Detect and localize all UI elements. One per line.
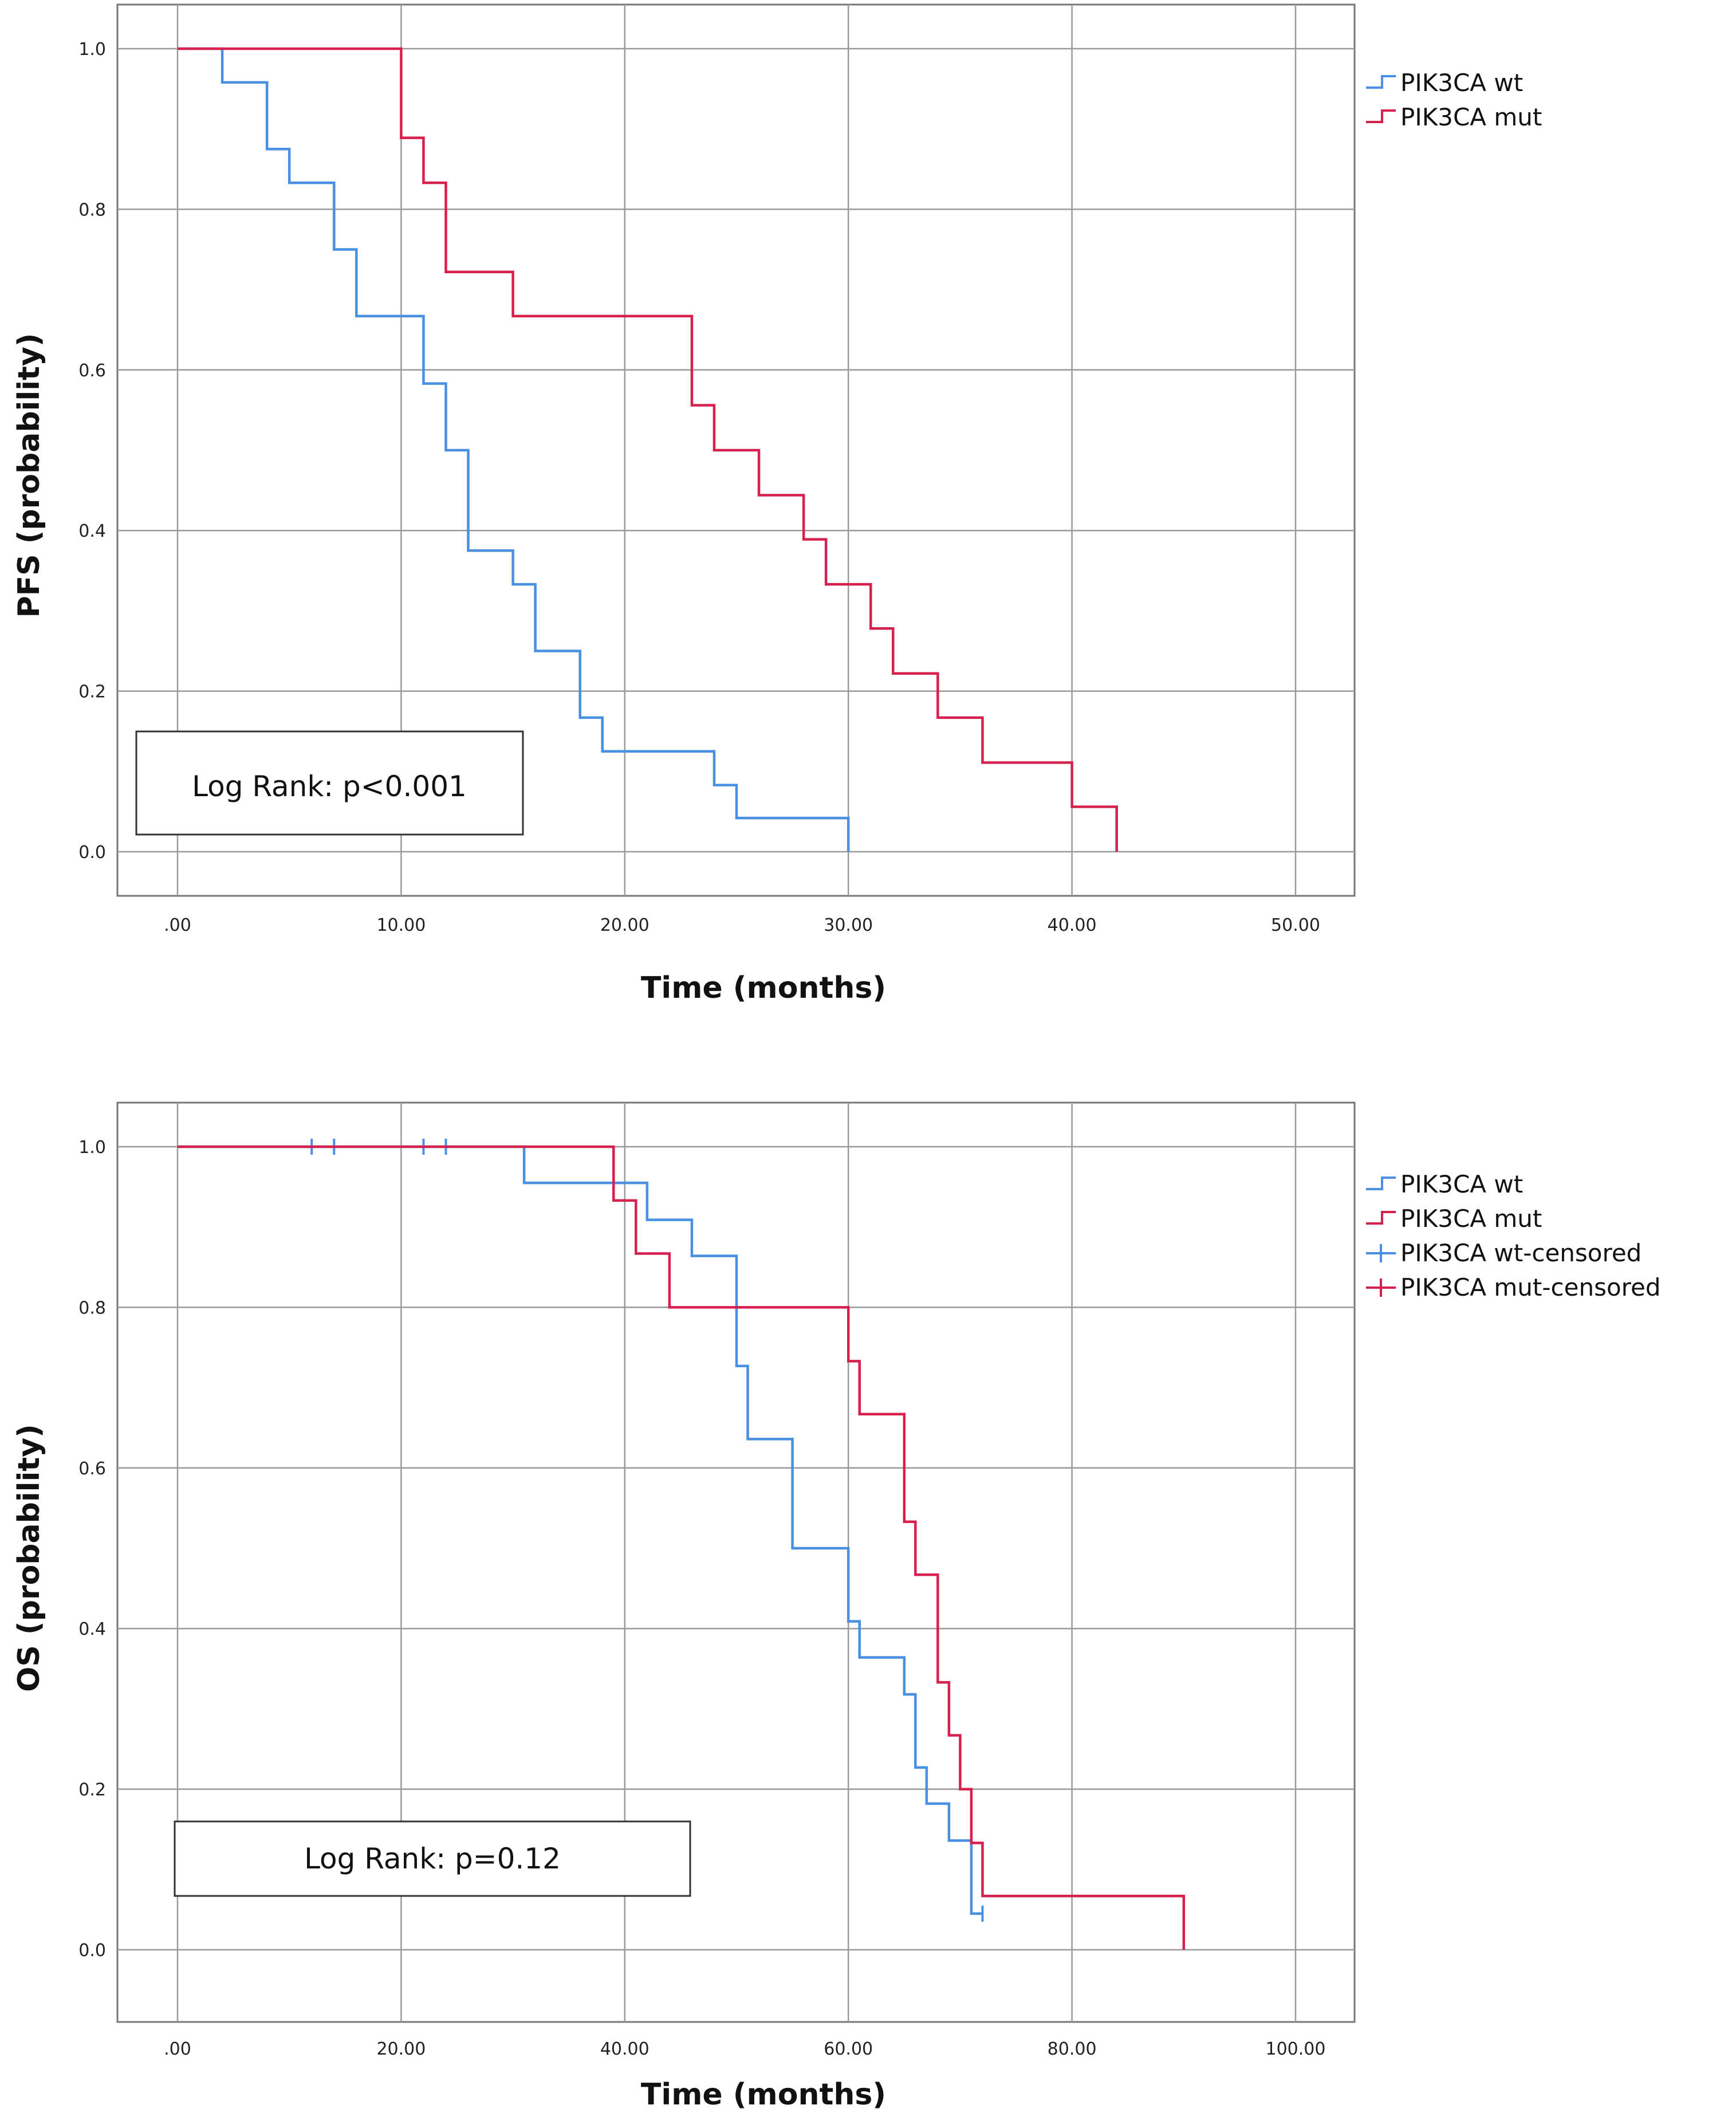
pfs-logrank-box bbox=[135, 730, 524, 836]
os-logrank-text: Log Rank: p=0.12 bbox=[304, 1842, 561, 1875]
pfs-legend-swatch bbox=[1366, 109, 1396, 123]
os-y-tick-label: 0.2 bbox=[78, 1780, 106, 1800]
os-curve-mut bbox=[178, 1145, 1186, 1950]
os-legend-item: PIK3CA mut-censored bbox=[1366, 1273, 1661, 1301]
pfs-legend: PIK3CA wt PIK3CA mut bbox=[1366, 69, 1542, 131]
pfs-legend-label: PIK3CA mut bbox=[1400, 103, 1542, 131]
pfs-tick-labels: .00 10.00 20.00 30.00 40.00 50.00 0.0 0.2 0.4 0.6… bbox=[78, 40, 1320, 935]
pfs-x-tick-label: 40.00 bbox=[1048, 915, 1097, 935]
pfs-legend-label: PIK3CA wt bbox=[1400, 69, 1523, 97]
os-series bbox=[178, 1139, 1186, 1950]
pfs-x-tick-label: 30.00 bbox=[824, 915, 873, 935]
pfs-y-tick-label: 0.8 bbox=[78, 200, 106, 220]
os-logrank-box bbox=[174, 1820, 691, 1897]
os-chart-panel: .00 20.00 40.00 60.00 80.00 100.00 0.0 0.2 0.4 0.… bbox=[12, 1101, 1661, 2109]
os-legend: PIK3CA wt PIK3CA mut PIK3CA wt-censored PIK… bbox=[1366, 1170, 1661, 1301]
os-x-tick-label: 100.00 bbox=[1266, 2039, 1326, 2059]
pfs-curve-mut bbox=[178, 47, 1118, 852]
pfs-legend-swatch bbox=[1366, 75, 1396, 89]
pfs-y-tick-label: 1.0 bbox=[78, 40, 106, 60]
os-y-tick-label: 0.8 bbox=[78, 1298, 106, 1318]
pfs-logrank-text: Log Rank: p<0.001 bbox=[192, 770, 467, 803]
os-legend-label: PIK3CA mut bbox=[1400, 1205, 1542, 1233]
os-x-tick-label: 80.00 bbox=[1048, 2039, 1097, 2059]
pfs-series bbox=[178, 47, 1118, 852]
pfs-y-axis-title: PFS (probability) bbox=[12, 333, 46, 617]
os-legend-item: PIK3CA wt-censored bbox=[1366, 1239, 1641, 1267]
os-legend-item: PIK3CA mut bbox=[1366, 1205, 1542, 1233]
pfs-legend-item: PIK3CA mut bbox=[1366, 103, 1542, 131]
os-x-tick-label: .00 bbox=[164, 2039, 191, 2059]
os-y-tick-label: 0.0 bbox=[78, 1941, 106, 1961]
pfs-x-tick-label: 10.00 bbox=[376, 915, 426, 935]
os-y-axis-title: OS (probability) bbox=[12, 1424, 46, 1692]
pfs-legend-item: PIK3CA wt bbox=[1366, 69, 1523, 97]
os-tick-labels: .00 20.00 40.00 60.00 80.00 100.00 0.0 0.2 0.4 0.… bbox=[78, 1138, 1325, 2059]
os-x-axis-title: Time (months) bbox=[641, 2077, 886, 2109]
os-curve-wt bbox=[178, 1145, 983, 1915]
pfs-x-tick-label: 20.00 bbox=[600, 915, 649, 935]
os-legend-label: PIK3CA wt bbox=[1400, 1170, 1523, 1198]
os-plot-frame bbox=[116, 1101, 1356, 2023]
os-legend-swatch bbox=[1366, 1177, 1396, 1190]
pfs-chart-panel: .00 10.00 20.00 30.00 40.00 50.00 0.0 0.2 0.4 0.6… bbox=[12, 3, 1542, 1005]
pfs-plot-frame bbox=[116, 3, 1356, 897]
os-x-tick-label: 20.00 bbox=[376, 2039, 426, 2059]
pfs-x-axis-title: Time (months) bbox=[641, 971, 886, 1005]
pfs-x-tick-label: .00 bbox=[164, 915, 191, 935]
pfs-y-tick-label: 0.2 bbox=[78, 682, 106, 702]
os-legend-swatch bbox=[1366, 1211, 1396, 1225]
os-y-tick-label: 0.6 bbox=[78, 1459, 106, 1479]
pfs-x-tick-label: 50.00 bbox=[1271, 915, 1320, 935]
os-y-tick-label: 0.4 bbox=[78, 1619, 106, 1639]
pfs-curve-wt bbox=[178, 47, 850, 852]
os-legend-item: PIK3CA wt bbox=[1366, 1170, 1523, 1198]
os-x-tick-label: 40.00 bbox=[600, 2039, 649, 2059]
os-legend-label: PIK3CA mut-censored bbox=[1400, 1273, 1661, 1301]
pfs-y-tick-label: 0.4 bbox=[78, 521, 106, 541]
os-legend-label: PIK3CA wt-censored bbox=[1400, 1239, 1641, 1267]
pfs-y-tick-label: 0.0 bbox=[78, 843, 106, 863]
os-y-tick-label: 1.0 bbox=[78, 1138, 106, 1158]
os-x-tick-label: 60.00 bbox=[824, 2039, 873, 2059]
pfs-y-tick-label: 0.6 bbox=[78, 361, 106, 381]
